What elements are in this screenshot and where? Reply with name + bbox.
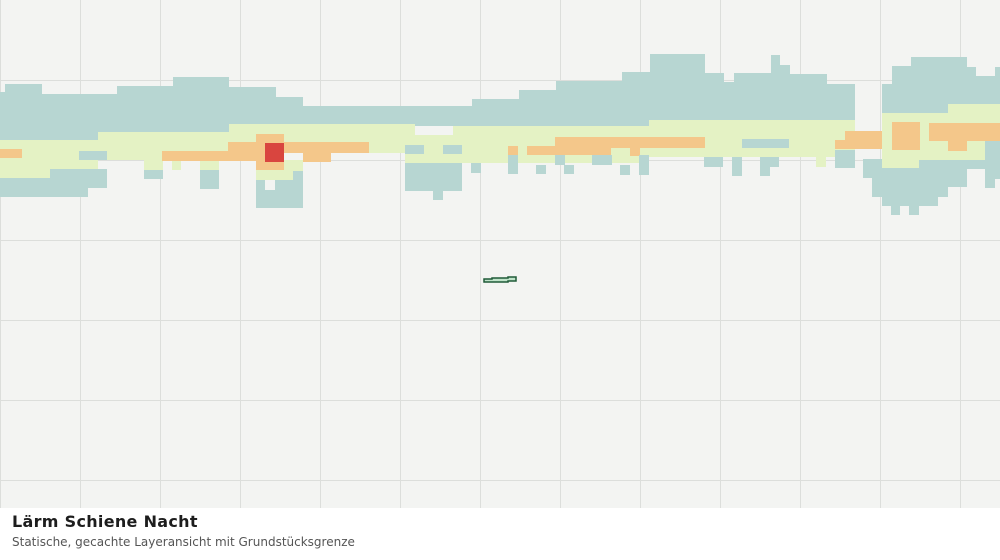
map-background — [0, 0, 1000, 508]
caption: Lärm Schiene Nacht Statische, gecachte L… — [12, 512, 355, 549]
map-view — [0, 0, 1000, 508]
layer-title: Lärm Schiene Nacht — [12, 512, 198, 531]
parcel-boundary — [483, 276, 517, 283]
layer-subtitle: Statische, gecachte Layeransicht mit Gru… — [12, 535, 355, 549]
noise-layer — [0, 54, 1000, 215]
